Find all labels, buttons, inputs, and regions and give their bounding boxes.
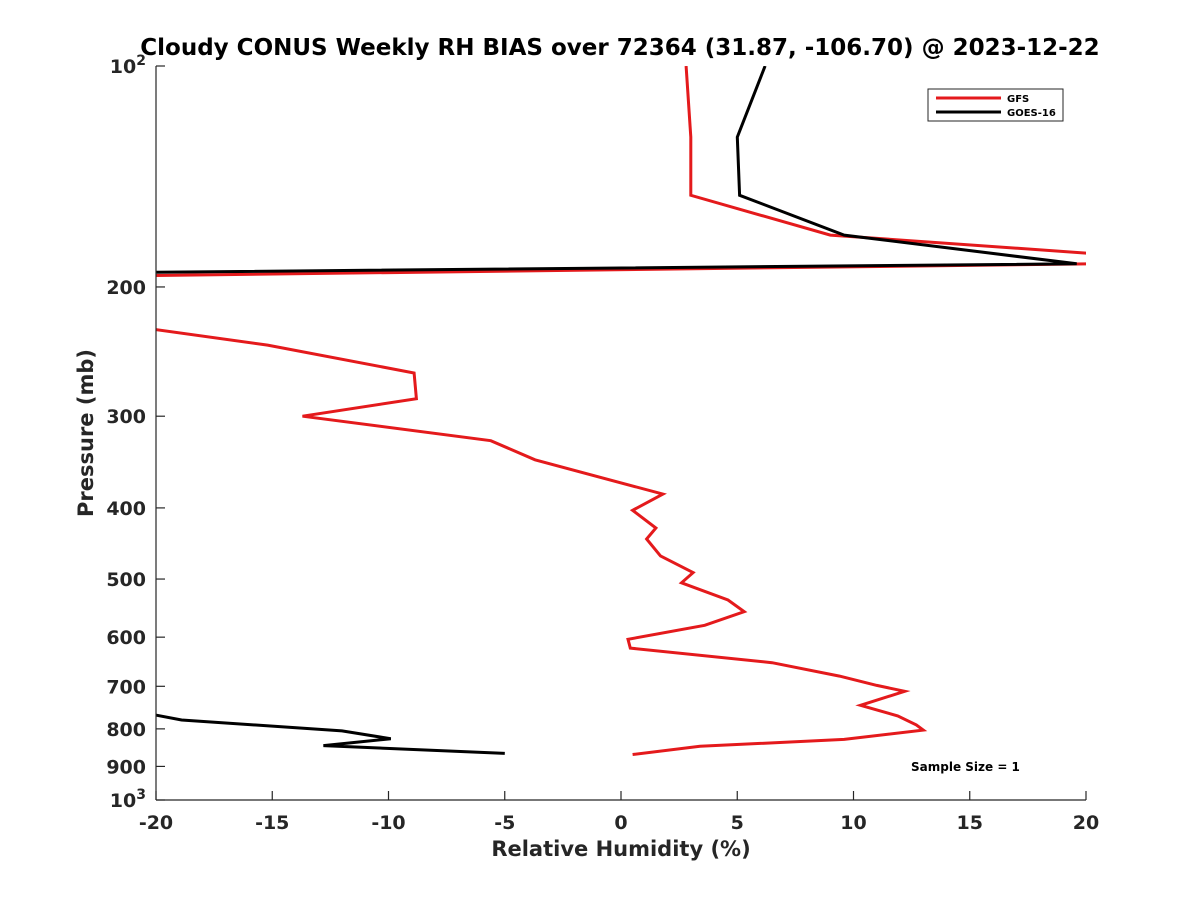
x-tick-label: 0 bbox=[614, 812, 627, 834]
x-axis-label: Relative Humidity (%) bbox=[491, 837, 750, 861]
series-line-goes-16 bbox=[156, 66, 1077, 755]
y-tick-label: 300 bbox=[106, 406, 146, 428]
x-tick-label: -15 bbox=[255, 812, 289, 834]
legend: GFS GOES-16 bbox=[927, 88, 1064, 122]
y-tick-label: 600 bbox=[106, 627, 146, 649]
x-tick-label: -10 bbox=[371, 812, 405, 834]
y-tick-label: 800 bbox=[106, 719, 146, 741]
x-tick-label: 20 bbox=[1073, 812, 1099, 834]
y-tick-label: 103 bbox=[110, 787, 146, 812]
legend-label: GFS bbox=[1007, 94, 1029, 105]
legend-label: GOES-16 bbox=[1007, 108, 1056, 119]
y-tick-label: 700 bbox=[106, 676, 146, 698]
y-tick-label: 400 bbox=[106, 498, 146, 520]
legend-box bbox=[927, 88, 1064, 122]
y-tick-label: 500 bbox=[106, 569, 146, 591]
axes: -20 -15 -10 -5 0 5 10 15 20 102 200 300 400 500 600 700… bbox=[106, 53, 1099, 834]
y-tick-label: 900 bbox=[106, 756, 146, 778]
x-tick-label: 5 bbox=[731, 812, 744, 834]
x-tick-label: 10 bbox=[840, 812, 866, 834]
x-tick-label: -20 bbox=[139, 812, 173, 834]
x-tick-label: -5 bbox=[494, 812, 515, 834]
y-axis-label: Pressure (mb) bbox=[74, 349, 98, 517]
chart-title: Cloudy CONUS Weekly RH BIAS over 72364 (… bbox=[140, 35, 1099, 61]
series-line-gfs bbox=[156, 66, 1086, 756]
y-tick-label: 200 bbox=[106, 277, 146, 299]
x-tick-label: 15 bbox=[957, 812, 983, 834]
y-tick-label: 102 bbox=[110, 53, 146, 78]
sample-size-annotation: Sample Size = 1 bbox=[911, 760, 1020, 774]
plot-area bbox=[156, 66, 1086, 756]
